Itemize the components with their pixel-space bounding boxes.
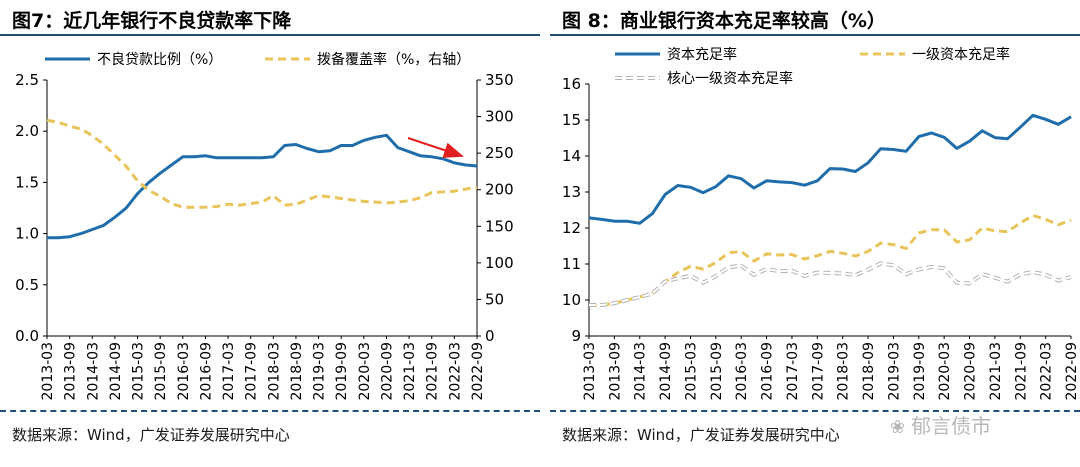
y-tick-label-left: 11	[562, 255, 581, 273]
x-tick-label: 2015-09	[709, 342, 725, 401]
y-tick-label-left: 13	[562, 183, 581, 201]
y-tick-label-left: 1.5	[15, 173, 39, 191]
x-tick-label: 2021-09	[1013, 342, 1029, 401]
y-tick-label-right: 50	[485, 290, 504, 308]
x-tick-label: 2020-09	[379, 342, 395, 401]
x-tick-label: 2020-09	[963, 342, 979, 401]
trend-arrow	[407, 137, 464, 158]
x-tick-label: 2022-09	[1064, 342, 1080, 401]
y-tick-label-right: 250	[485, 144, 514, 162]
y-tick-label-left: 15	[562, 111, 581, 129]
figure-8-title: 图 8：商业银行资本充足率较高（%）	[562, 10, 886, 32]
y-tick-label-left: 9	[571, 327, 581, 345]
x-tick-label: 2014-09	[658, 342, 674, 401]
legend-label: 不良贷款比例（%）	[97, 52, 222, 68]
series-line-core	[589, 262, 1072, 306]
y-tick-label-left: 12	[562, 219, 581, 237]
y-tick-label-left: 1.0	[15, 225, 39, 243]
x-tick-label: 2017-09	[244, 342, 260, 401]
y-tick-label-right: 350	[485, 71, 514, 89]
y-tick-label-right: 150	[485, 217, 514, 235]
title-rule	[550, 34, 1080, 36]
series-line	[589, 213, 1072, 307]
x-tick-label: 2022-03	[1039, 342, 1055, 401]
x-tick-label: 2018-09	[861, 342, 877, 401]
series-line	[47, 133, 478, 240]
x-tick-label: 2015-03	[683, 342, 699, 401]
x-tick-label: 2021-03	[988, 342, 1004, 401]
figure-8-source: 数据来源：Wind，广发证券发展研究中心	[562, 426, 840, 444]
x-tick-label: 2018-03	[266, 342, 282, 401]
x-tick-label: 2016-09	[760, 342, 776, 401]
y-tick-label-right: 0	[485, 327, 495, 345]
figure-8-panel: 图 8：商业银行资本充足率较高（%） 9 10 11 12 13 14 15 16 2013-0…	[550, 0, 1080, 467]
legend-label: 一级资本充足率	[912, 46, 1010, 63]
y-tick-label-left: 10	[562, 291, 581, 309]
figure-7-title: 图7：近几年银行不良贷款率下降	[12, 10, 292, 32]
y-tick-label-right: 100	[485, 254, 514, 272]
x-tick-label: 2019-09	[334, 342, 350, 401]
series-line	[588, 113, 1072, 225]
y-tick-label-left: 14	[562, 147, 581, 165]
x-tick-label: 2017-09	[810, 342, 826, 401]
legend-label: 核心一级资本充足率	[667, 70, 793, 87]
x-tick-label: 2014-03	[85, 342, 101, 401]
x-tick-label: 2019-09	[912, 342, 928, 401]
source-rule	[0, 410, 540, 412]
watermark-text: 郁言债市	[911, 414, 992, 438]
x-tick-label: 2018-09	[289, 342, 305, 401]
figure-7-panel: 图7：近几年银行不良贷款率下降 0.0 0.5 1.0 1.5 2.0 2.5 0 50 100…	[0, 10, 540, 444]
y-tick-label-left: 2.0	[15, 122, 39, 140]
npl-chart: 0.0 0.5 1.0 1.5 2.0 2.5 0 50 100 150 200 250 300 350 2…	[15, 51, 514, 401]
y-tick-label-left: 2.5	[15, 71, 39, 89]
x-tick-label: 2016-03	[176, 342, 192, 401]
x-tick-label: 2016-03	[734, 342, 750, 401]
x-tick-label: 2022-03	[447, 342, 463, 401]
x-tick-label: 2020-03	[357, 342, 373, 401]
x-tick-label: 2019-03	[886, 342, 902, 401]
capital-adequacy-chart: 9 10 11 12 13 14 15 16 2013-03 2013-09 2014-03 2014…	[562, 46, 1080, 401]
x-tick-label: 2021-09	[425, 342, 441, 401]
y-tick-label-left: 16	[562, 75, 581, 93]
x-tick-label: 2013-09	[63, 342, 79, 401]
y-tick-label-left: 0.5	[15, 276, 39, 294]
x-tick-label: 2014-03	[633, 342, 649, 401]
x-tick-label: 2015-03	[131, 342, 147, 401]
legend-label: 资本充足率	[667, 46, 737, 63]
x-tick-label: 2013-09	[607, 342, 623, 401]
title-rule	[0, 34, 540, 36]
watermark: ❀ 郁言债市	[890, 410, 991, 439]
x-tick-label: 2022-09	[470, 342, 486, 401]
source-rule	[550, 410, 1080, 412]
x-tick-label: 2013-03	[40, 342, 56, 401]
x-tick-label: 2021-03	[402, 342, 418, 401]
y-tick-label-left: 0.0	[15, 327, 39, 345]
series-line	[46, 118, 478, 209]
x-tick-label: 2017-03	[785, 342, 801, 401]
x-tick-label: 2013-03	[582, 342, 598, 401]
y-tick-label-right: 200	[485, 181, 514, 199]
figure-7-source: 数据来源：Wind，广发证券发展研究中心	[12, 426, 290, 444]
legend-label: 拨备覆盖率（%，右轴）	[317, 51, 470, 68]
wechat-icon: ❀	[890, 417, 906, 438]
x-tick-label: 2019-03	[312, 342, 328, 401]
x-tick-label: 2014-09	[108, 342, 124, 401]
x-tick-label: 2020-03	[937, 342, 953, 401]
x-tick-label: 2017-03	[221, 342, 237, 401]
x-tick-label: 2016-09	[198, 342, 214, 401]
y-tick-label-right: 300	[485, 108, 514, 126]
x-tick-label: 2015-09	[153, 342, 169, 401]
x-tick-label: 2018-03	[836, 342, 852, 401]
